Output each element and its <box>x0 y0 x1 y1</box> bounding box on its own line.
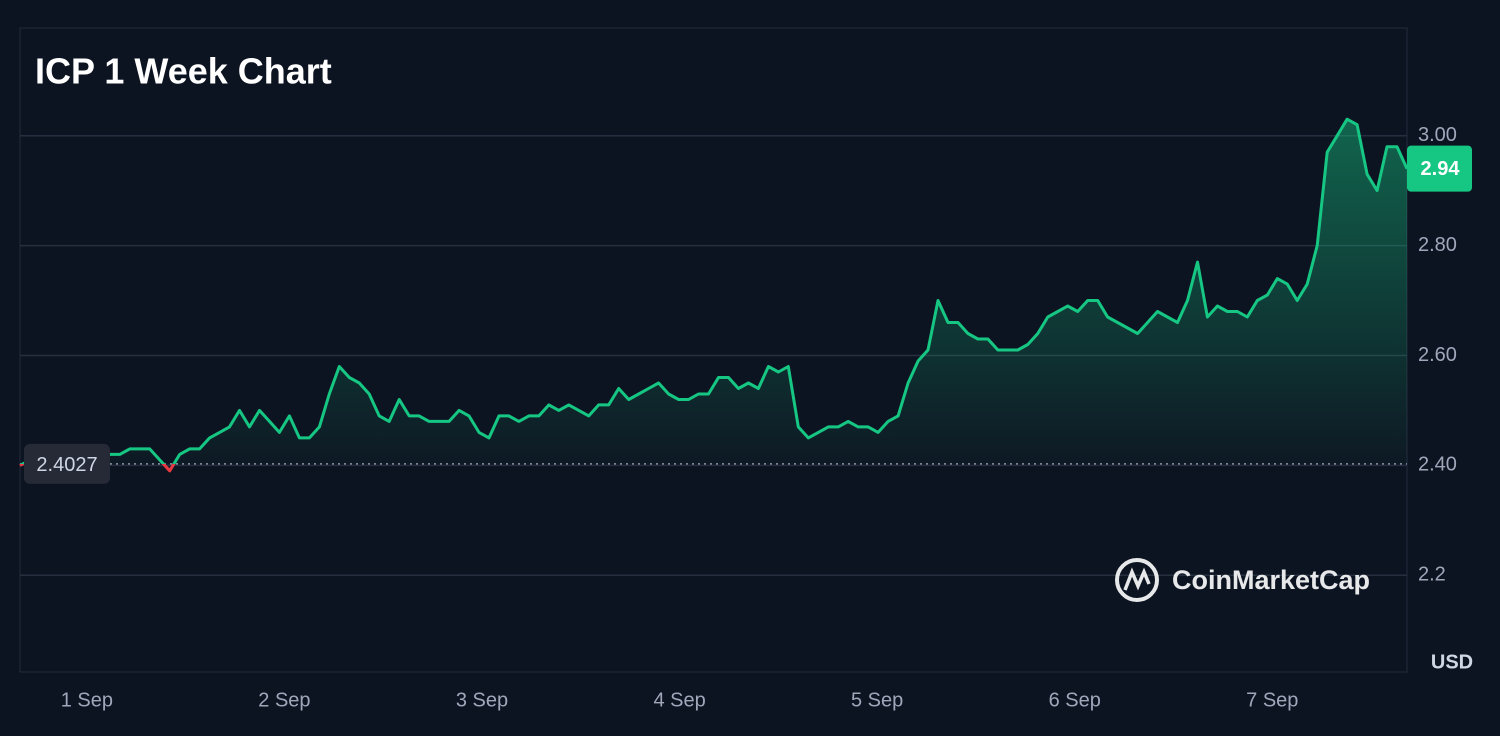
y-tick-label: 2.60 <box>1418 344 1457 366</box>
y-tick-label: 2.40 <box>1418 454 1457 476</box>
y-tick-label: 3.00 <box>1418 124 1457 146</box>
x-tick-label: 2 Sep <box>258 689 310 711</box>
line-area <box>20 119 1407 471</box>
x-tick-label: 5 Sep <box>851 689 903 711</box>
watermark-logo <box>1115 558 1159 602</box>
price-line <box>19 117 1409 473</box>
baseline-tag <box>24 443 110 484</box>
price-tag-label: 2.94 <box>1421 158 1461 180</box>
x-tick-label: 6 Sep <box>1049 689 1101 711</box>
watermark: CoinMarketCap <box>1115 558 1370 602</box>
chart-title: ICP 1 Week Chart <box>35 51 332 92</box>
watermark-text: CoinMarketCap <box>1172 565 1370 595</box>
x-tick-label: 4 Sep <box>653 689 705 711</box>
x-tick-label: 3 Sep <box>456 689 508 711</box>
x-tick-label: 1 Sep <box>61 689 113 711</box>
baseline-label: 2.4027 <box>36 454 97 476</box>
plot-layer: 3.00 2.80 2.60 2.40 2.2 1 Sep 2 Sep 3 Sep 4 Sep 5… <box>19 117 1472 711</box>
y-tick-label: 2.2 <box>1418 564 1446 586</box>
price-tag <box>1407 145 1472 192</box>
watermark-logo-mark <box>1123 567 1151 591</box>
y-unit: USD <box>1431 651 1473 673</box>
x-tick-label: 7 Sep <box>1246 689 1298 711</box>
y-tick-label: 2.80 <box>1418 234 1457 256</box>
